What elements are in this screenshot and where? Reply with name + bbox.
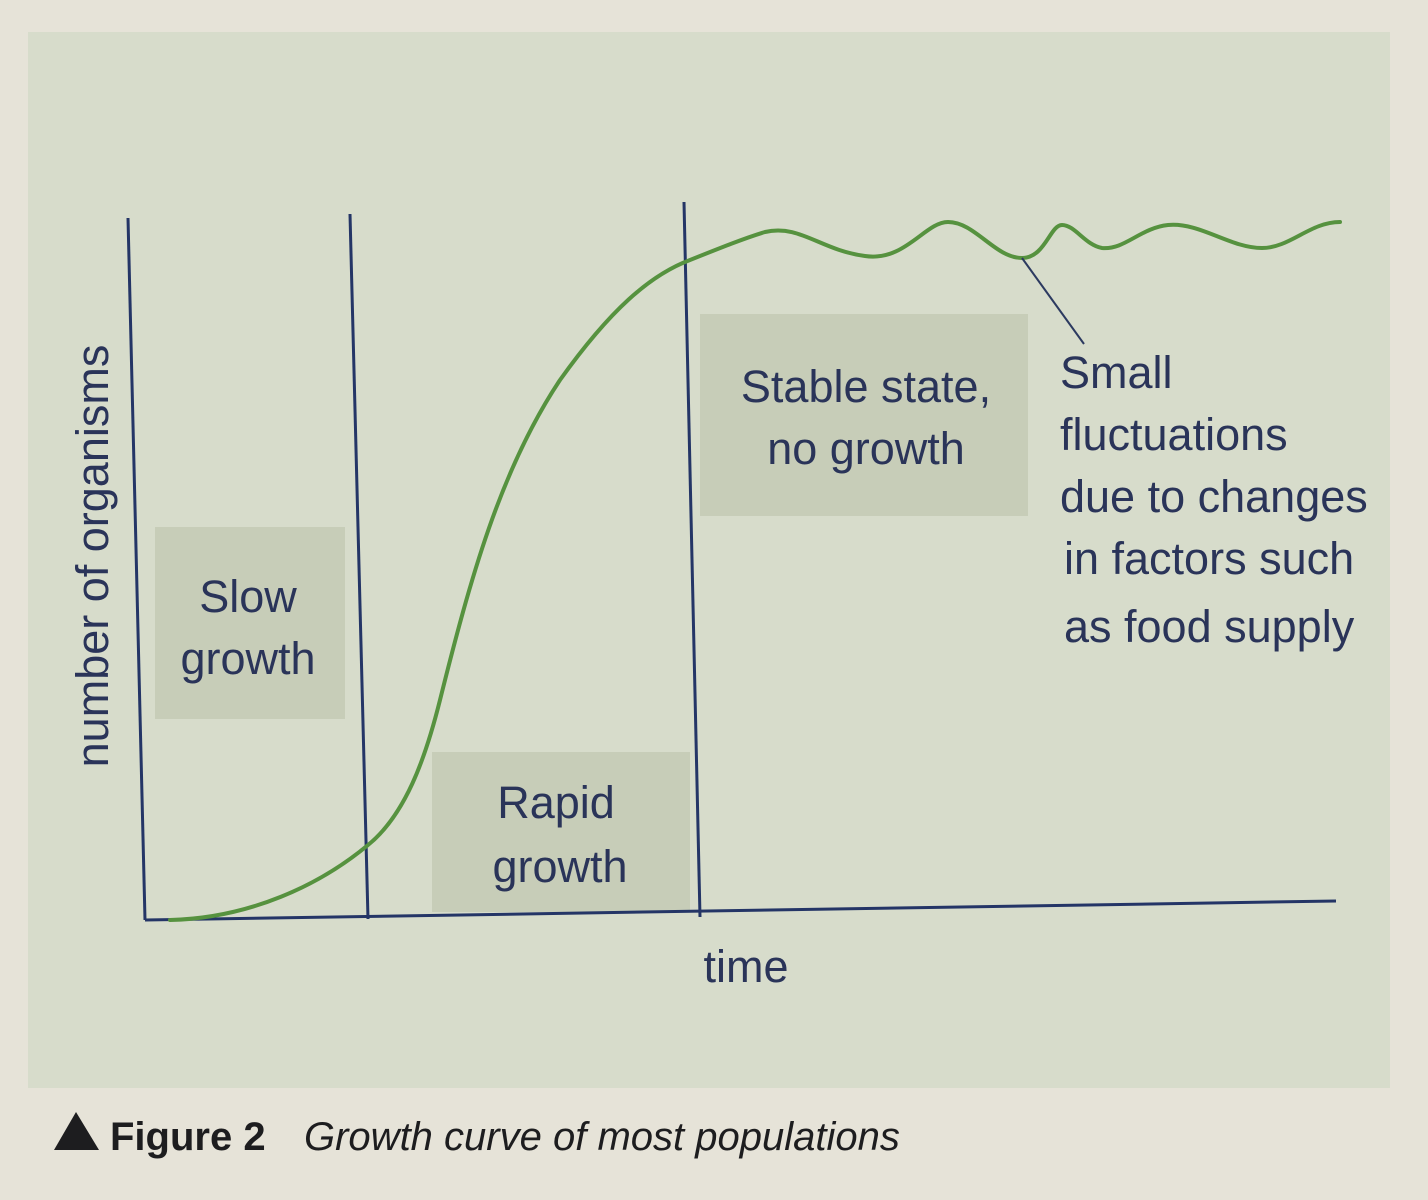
caption-text: Growth curve of most populations	[304, 1115, 900, 1159]
x-axis-title: time	[703, 941, 788, 992]
annotation-line-5: as food supply	[1064, 601, 1355, 652]
phase-label-slow-line-1: Slow	[199, 571, 297, 622]
phase-label-slow-line-2: growth	[180, 633, 315, 684]
phase-label-rapid-line-1: Rapid	[497, 777, 615, 828]
phase-box-slow	[155, 527, 345, 719]
x-axis	[144, 899, 1337, 922]
annotation-line-1: Small	[1060, 347, 1173, 398]
y-axis	[126, 217, 147, 921]
annotation-line-2: fluctuations	[1060, 409, 1288, 460]
phase-boundary-line-2	[682, 201, 702, 918]
phase-box-rapid	[432, 752, 690, 912]
phase-label-stable-line-2: no growth	[767, 423, 965, 474]
caption-figure-number: Figure 2	[110, 1115, 266, 1159]
phase-label-stable-line-1: Stable state,	[741, 361, 991, 412]
phase-box-stable	[700, 314, 1028, 516]
triangle-up-icon	[54, 1112, 99, 1150]
annotation-line-3: due to changes	[1060, 471, 1368, 522]
phase-label-rapid-line-2: growth	[492, 841, 627, 892]
annotation-leader-line	[1021, 257, 1085, 345]
population-curve	[168, 220, 1342, 922]
phase-boundary-line-1	[348, 213, 370, 920]
y-axis-title: number of organisms	[67, 345, 118, 768]
annotation-line-4: in factors such	[1064, 533, 1354, 584]
